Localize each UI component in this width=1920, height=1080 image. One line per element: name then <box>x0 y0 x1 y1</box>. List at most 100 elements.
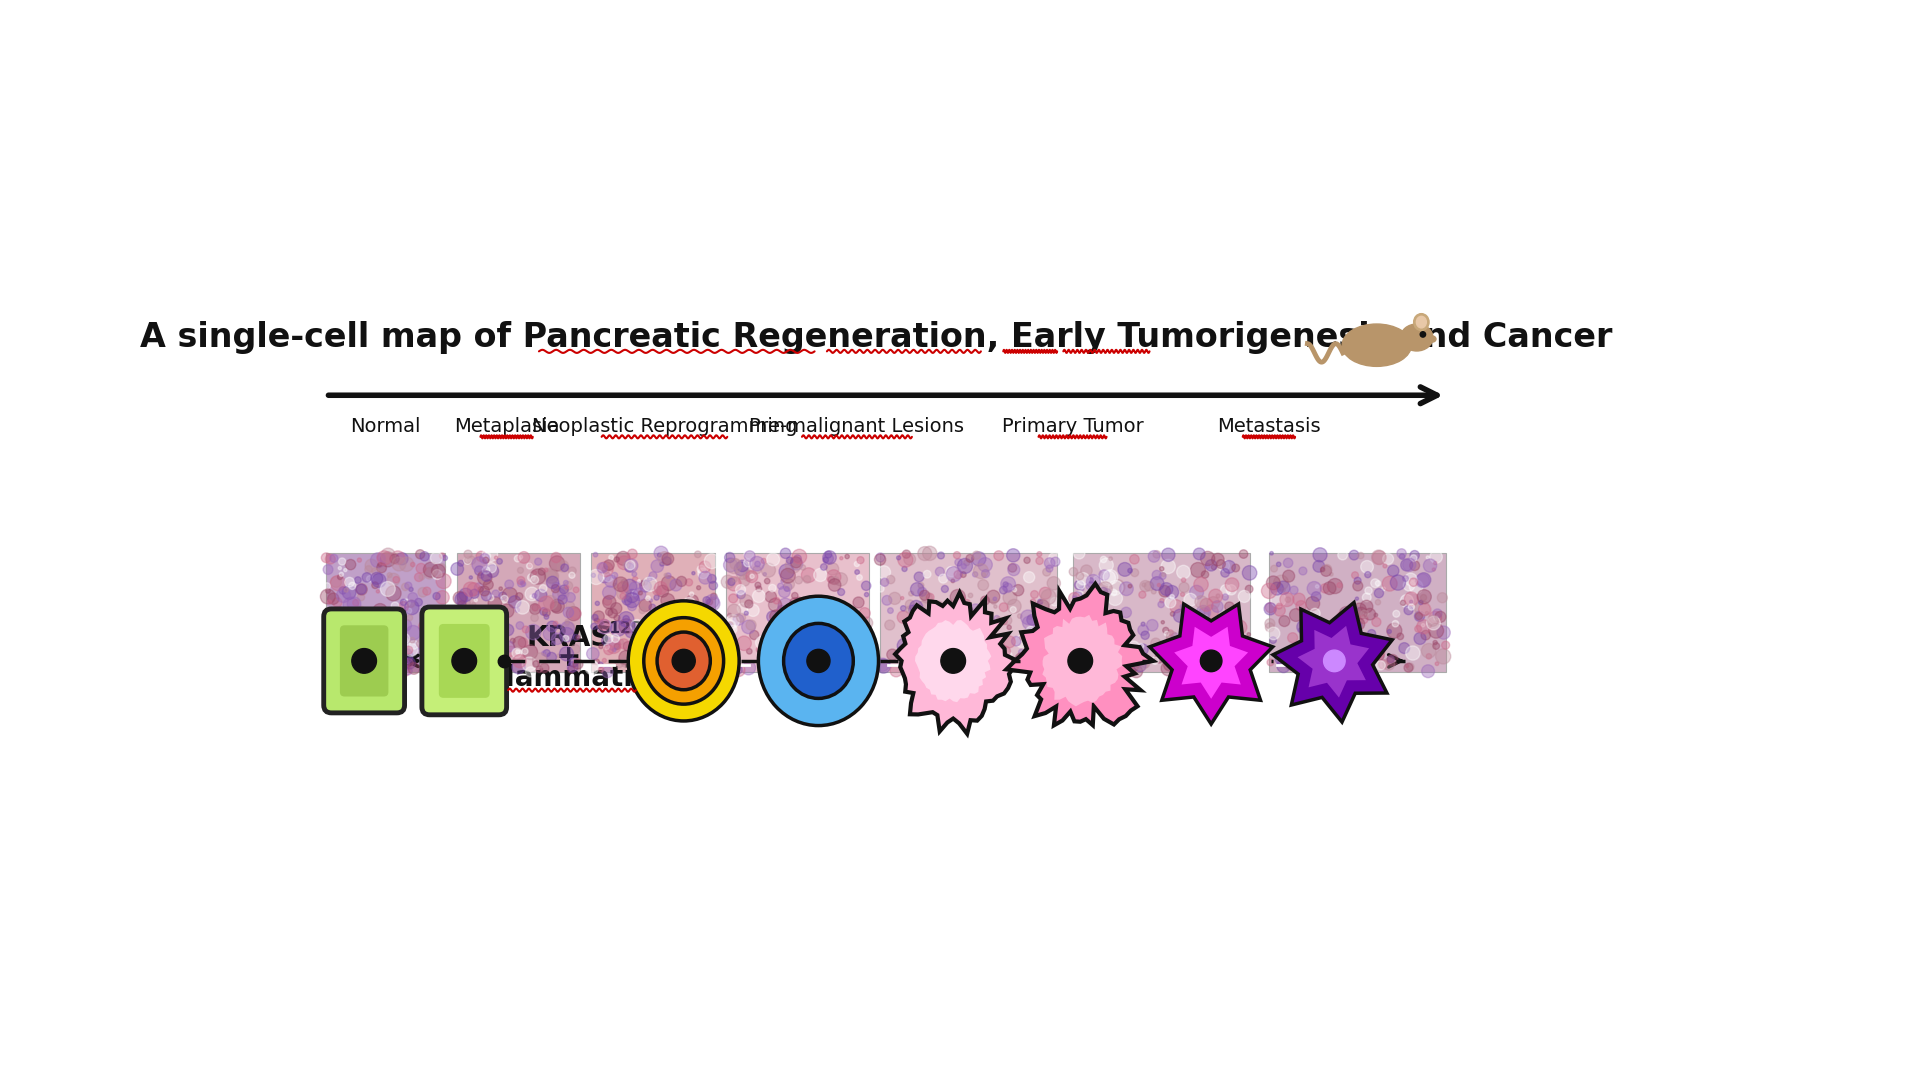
Circle shape <box>442 555 447 561</box>
Circle shape <box>499 592 507 599</box>
Circle shape <box>1296 600 1306 611</box>
Circle shape <box>1131 652 1137 658</box>
Circle shape <box>1354 603 1367 617</box>
Circle shape <box>828 577 835 583</box>
Circle shape <box>950 630 956 635</box>
Circle shape <box>674 631 687 645</box>
Circle shape <box>336 645 348 657</box>
Circle shape <box>1233 564 1240 572</box>
Circle shape <box>747 605 758 617</box>
Circle shape <box>1354 622 1361 630</box>
Circle shape <box>361 623 365 626</box>
Circle shape <box>1311 592 1321 602</box>
Circle shape <box>564 581 572 590</box>
Circle shape <box>516 600 530 615</box>
Circle shape <box>572 659 584 669</box>
Circle shape <box>758 658 762 661</box>
Circle shape <box>338 567 342 569</box>
Circle shape <box>536 666 543 673</box>
Circle shape <box>390 661 399 671</box>
Circle shape <box>622 596 632 605</box>
Circle shape <box>374 667 378 672</box>
Circle shape <box>1371 550 1386 564</box>
Circle shape <box>655 588 660 594</box>
Circle shape <box>430 631 440 640</box>
Circle shape <box>937 636 945 643</box>
Circle shape <box>1417 572 1430 586</box>
Circle shape <box>799 597 803 602</box>
Circle shape <box>1421 594 1427 600</box>
Circle shape <box>732 636 735 640</box>
Circle shape <box>785 586 789 592</box>
Circle shape <box>824 557 829 563</box>
Circle shape <box>1196 606 1212 620</box>
Circle shape <box>492 590 499 597</box>
Circle shape <box>639 591 643 595</box>
Circle shape <box>1102 615 1108 621</box>
Circle shape <box>1194 619 1198 624</box>
Circle shape <box>977 557 993 571</box>
Circle shape <box>1405 573 1417 585</box>
Circle shape <box>518 552 530 564</box>
Circle shape <box>941 608 947 615</box>
Circle shape <box>733 615 743 625</box>
Circle shape <box>392 551 405 565</box>
Circle shape <box>695 551 701 557</box>
Circle shape <box>384 642 394 652</box>
Circle shape <box>570 645 580 653</box>
Circle shape <box>1336 661 1344 667</box>
Circle shape <box>330 609 342 621</box>
Circle shape <box>820 622 833 636</box>
Circle shape <box>434 593 440 599</box>
Circle shape <box>1415 573 1430 588</box>
Circle shape <box>655 581 666 594</box>
Bar <box>1073 553 1250 673</box>
Circle shape <box>1171 633 1179 640</box>
Circle shape <box>1300 567 1308 575</box>
Circle shape <box>1375 581 1380 586</box>
Circle shape <box>396 615 403 620</box>
Circle shape <box>559 595 566 604</box>
Circle shape <box>691 621 695 624</box>
Circle shape <box>612 572 618 579</box>
Circle shape <box>553 621 559 626</box>
Circle shape <box>1338 632 1352 645</box>
Circle shape <box>338 575 342 580</box>
Circle shape <box>670 579 682 591</box>
FancyBboxPatch shape <box>440 624 490 698</box>
Circle shape <box>1068 649 1092 673</box>
Circle shape <box>493 653 503 663</box>
Circle shape <box>632 577 637 582</box>
Circle shape <box>622 563 628 568</box>
Circle shape <box>440 553 445 558</box>
Bar <box>1269 553 1446 673</box>
Circle shape <box>480 663 495 678</box>
Circle shape <box>766 625 776 635</box>
Circle shape <box>826 629 835 638</box>
Circle shape <box>405 667 413 675</box>
Circle shape <box>795 597 804 607</box>
Circle shape <box>1069 659 1077 667</box>
Circle shape <box>468 576 472 579</box>
Circle shape <box>405 644 419 657</box>
Circle shape <box>559 647 574 661</box>
Circle shape <box>463 663 474 676</box>
Circle shape <box>747 648 753 654</box>
Circle shape <box>526 563 532 569</box>
Circle shape <box>493 665 499 671</box>
Circle shape <box>486 565 499 578</box>
Circle shape <box>887 608 893 613</box>
Circle shape <box>388 572 392 578</box>
Circle shape <box>924 546 937 561</box>
Circle shape <box>382 653 390 660</box>
Circle shape <box>482 591 492 600</box>
Circle shape <box>1129 665 1142 678</box>
Circle shape <box>707 597 720 610</box>
Circle shape <box>1079 586 1085 591</box>
Circle shape <box>780 549 791 558</box>
Circle shape <box>1428 611 1442 624</box>
Circle shape <box>952 620 960 627</box>
Circle shape <box>657 652 662 658</box>
Circle shape <box>726 615 739 627</box>
Circle shape <box>705 554 720 569</box>
